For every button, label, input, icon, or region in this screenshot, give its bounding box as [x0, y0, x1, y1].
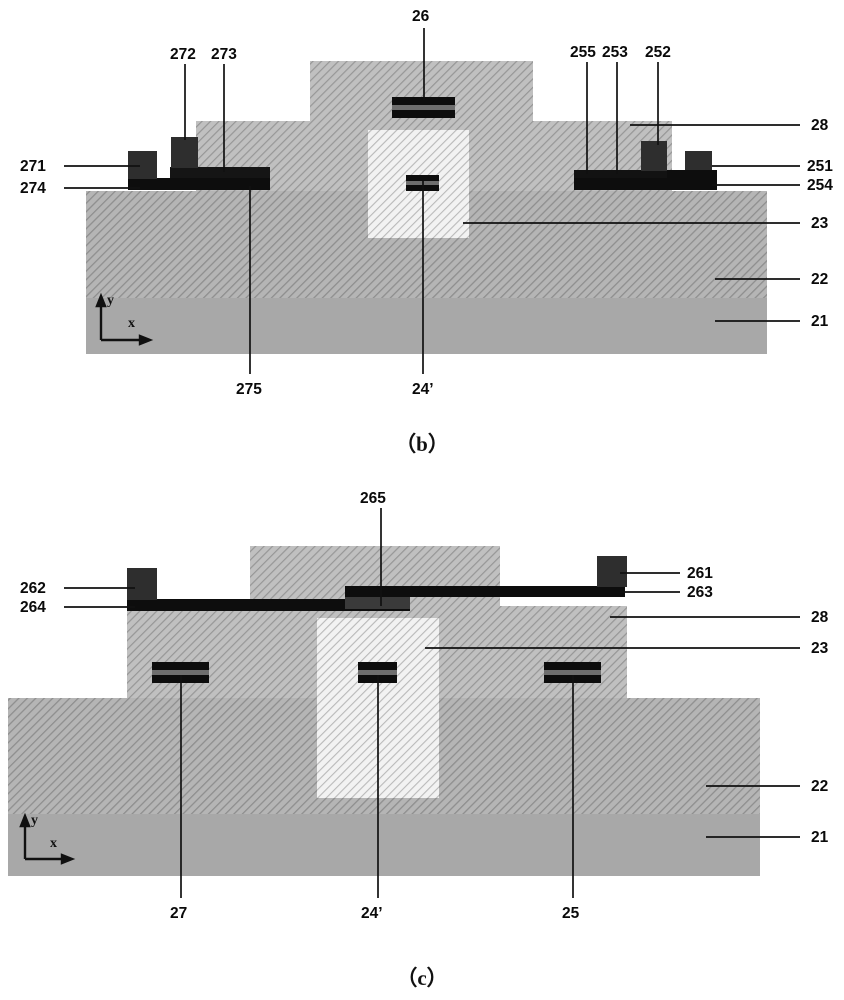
label-255: 255	[570, 44, 596, 61]
contact-27-gap	[152, 670, 209, 675]
contact-24prime-bar-top-c	[358, 662, 397, 670]
label-264: 264	[20, 599, 46, 616]
label-265: 265	[360, 490, 386, 507]
label-251: 251	[807, 158, 833, 175]
label-253: 253	[602, 44, 628, 61]
electrode-254-bar	[574, 178, 717, 190]
pillar-272	[171, 137, 198, 168]
label-24prime: 24’	[412, 381, 434, 398]
label-23-c: 23	[811, 640, 829, 657]
label-26: 26	[412, 8, 430, 25]
layer-21-region	[86, 298, 767, 354]
axis-y-label-c: y	[31, 813, 38, 828]
contact-24prime-bar-top	[406, 175, 439, 181]
contact-25-bar-top	[544, 662, 601, 670]
label-273: 273	[211, 46, 237, 63]
pillar-261	[597, 556, 627, 587]
electrode-263-bar	[345, 586, 625, 597]
axis-x-label-b: x	[128, 316, 135, 331]
label-25: 25	[562, 905, 580, 922]
figure-b: 26 272 273 255 253 252 271 274 28 251 25…	[0, 0, 844, 470]
electrode-251-bar	[667, 170, 717, 179]
contact-27-bar-top	[152, 662, 209, 670]
contact-26-bar-bottom	[392, 110, 455, 118]
layer-28-region	[196, 61, 672, 191]
label-261: 261	[687, 565, 713, 582]
leader-lines-figure-b	[64, 28, 800, 374]
label-22: 22	[811, 271, 829, 288]
label-272: 272	[170, 46, 196, 63]
label-252: 252	[645, 44, 671, 61]
contact-26-gap	[392, 105, 455, 110]
figure-b-drawing	[64, 28, 800, 374]
label-24prime-c: 24’	[361, 905, 383, 922]
electrode-265-pad	[345, 597, 410, 609]
label-254: 254	[807, 177, 833, 194]
figure-c: 265 262 264 261 263 28 23 22 21 27 24’ 2…	[0, 470, 844, 1000]
electrode-255-bar	[574, 170, 670, 178]
pillar-271	[128, 151, 157, 179]
label-21: 21	[811, 313, 829, 330]
label-274: 274	[20, 180, 46, 197]
contact-25-gap	[544, 670, 601, 675]
label-22-c: 22	[811, 778, 829, 795]
contact-24prime-gap-c	[358, 670, 397, 675]
label-263: 263	[687, 584, 713, 601]
leader-lines-figure-c	[64, 508, 800, 898]
axis-indicator-c	[19, 812, 76, 865]
layer-21-band-c	[8, 814, 760, 876]
label-275: 275	[236, 381, 262, 398]
axis-indicator-b	[95, 292, 154, 346]
caption-figure-c: （c）	[396, 966, 448, 990]
electrode-274-bar	[128, 178, 270, 190]
label-262: 262	[20, 580, 46, 597]
contact-26-bar-top	[392, 97, 455, 105]
axis-y-label-b: y	[107, 293, 114, 308]
caption-figure-b: （b）	[395, 432, 449, 456]
label-271: 271	[20, 158, 46, 175]
figure-c-drawing	[8, 508, 800, 898]
label-28-c: 28	[811, 609, 829, 626]
electrode-264-bar	[127, 599, 410, 611]
axis-x-label-c: x	[50, 836, 57, 851]
label-28: 28	[811, 117, 829, 134]
pillar-253	[641, 141, 667, 171]
electrode-273-bar	[170, 167, 270, 178]
label-27: 27	[170, 905, 188, 922]
pillar-262	[127, 568, 157, 600]
label-21-c: 21	[811, 829, 829, 846]
label-23: 23	[811, 215, 829, 232]
